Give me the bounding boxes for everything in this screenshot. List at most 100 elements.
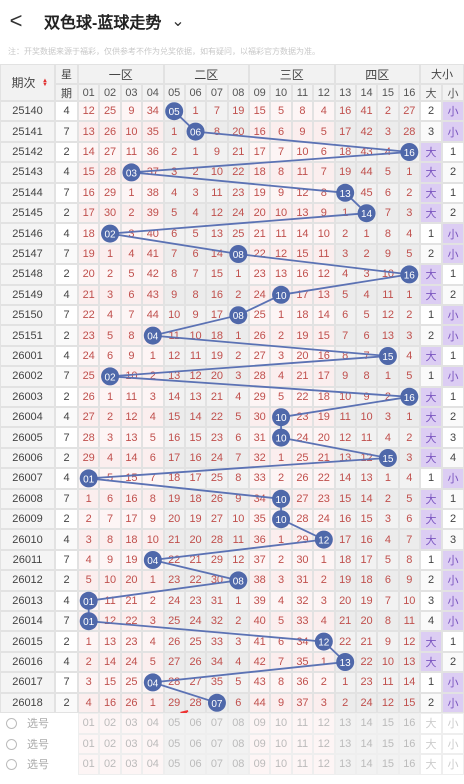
select-number[interactable]: 08 [227, 733, 249, 755]
big-cell: 2 [420, 570, 442, 591]
select-radio[interactable] [6, 759, 17, 771]
select-small[interactable]: 小 [442, 733, 464, 755]
miss-cell: 28 [99, 162, 121, 183]
select-number[interactable]: 10 [270, 754, 292, 775]
miss-cell: 16 [78, 182, 100, 203]
select-number[interactable]: 09 [249, 754, 271, 775]
miss-cell: 42 [249, 651, 271, 673]
select-number[interactable]: 05 [163, 733, 185, 755]
select-number[interactable]: 02 [99, 733, 121, 755]
select-number[interactable]: 12 [313, 733, 335, 755]
select-number[interactable]: 06 [184, 713, 207, 734]
select-number[interactable]: 01 [78, 713, 100, 734]
select-number[interactable]: 08 [227, 754, 249, 775]
select-number[interactable]: 11 [291, 713, 314, 734]
select-number[interactable]: 05 [163, 754, 185, 775]
miss-cell: 12 [377, 305, 399, 326]
select-number[interactable]: 16 [398, 733, 420, 755]
select-radio[interactable] [6, 718, 17, 729]
select-number[interactable]: 04 [142, 733, 164, 755]
select-number[interactable]: 07 [206, 733, 228, 755]
select-number[interactable]: 08 [227, 713, 249, 734]
miss-cell: 1 [398, 162, 420, 183]
select-number[interactable]: 01 [78, 754, 100, 775]
miss-cell: 12 [313, 264, 335, 285]
miss-cell: 32 [249, 447, 271, 469]
select-number[interactable]: 04 [142, 754, 164, 775]
select-number[interactable]: 12 [313, 754, 335, 775]
select-number[interactable]: 13 [334, 713, 356, 734]
miss-cell: 1 [227, 325, 249, 346]
select-number[interactable]: 05 [163, 713, 185, 734]
miss-cell: 33 [291, 611, 314, 632]
select-small[interactable]: 小 [442, 713, 464, 734]
select-number[interactable]: 03 [120, 713, 143, 734]
issue-cell: 25148 [0, 264, 55, 285]
select-big[interactable]: 大 [420, 713, 442, 734]
miss-cell: 24 [355, 692, 378, 713]
select-number[interactable]: 09 [249, 733, 271, 755]
select-number[interactable]: 03 [120, 733, 143, 755]
select-number[interactable]: 10 [270, 713, 292, 734]
day-cell: 7 [55, 611, 78, 632]
select-number[interactable]: 14 [355, 733, 378, 755]
select-number[interactable]: 07 [206, 713, 228, 734]
miss-cell: 18 [355, 570, 378, 591]
title-dropdown[interactable]: ⌄ [171, 13, 185, 30]
select-number[interactable]: 14 [355, 754, 378, 775]
ball [272, 428, 291, 447]
select-number[interactable]: 03 [120, 754, 143, 775]
select-number[interactable]: 12 [313, 713, 335, 734]
miss-cell: 1 [184, 101, 207, 122]
select-number[interactable]: 09 [249, 713, 271, 734]
select-number[interactable]: 13 [334, 754, 356, 775]
select-number[interactable]: 13 [334, 733, 356, 755]
select-number[interactable]: 15 [377, 754, 399, 775]
select-number[interactable]: 16 [398, 713, 420, 734]
ball [229, 571, 248, 590]
miss-cell: 21 [334, 611, 356, 632]
select-number[interactable]: 16 [398, 754, 420, 775]
day-cell: 7 [55, 305, 78, 326]
miss-cell: 26 [291, 468, 314, 489]
sort-icon[interactable]: ▲▼ [42, 78, 48, 86]
select-number[interactable]: 14 [355, 713, 378, 734]
select-number[interactable]: 06 [184, 754, 207, 775]
miss-cell: 1 [163, 121, 185, 142]
miss-cell: 19 [355, 590, 378, 611]
miss-cell: 2 [313, 570, 335, 591]
miss-cell: 17 [206, 305, 228, 326]
select-number[interactable]: 07 [206, 754, 228, 775]
select-number[interactable]: 15 [377, 733, 399, 755]
miss-cell: 37 [291, 692, 314, 713]
back-button[interactable]: < [9, 8, 23, 33]
select-number[interactable]: 10 [270, 733, 292, 755]
select-number[interactable]: 06 [184, 733, 207, 755]
small-cell: 1 [442, 264, 464, 285]
select-number[interactable]: 11 [291, 733, 314, 755]
select-radio[interactable] [6, 738, 17, 750]
select-big[interactable]: 大 [420, 754, 442, 775]
miss-cell: 1 [398, 284, 420, 305]
miss-cell: 41 [142, 243, 164, 265]
select-small[interactable]: 小 [442, 754, 464, 775]
miss-cell: 11 [291, 162, 314, 183]
select-number[interactable]: 02 [99, 754, 121, 775]
select-big[interactable]: 大 [420, 733, 442, 755]
day-cell: 7 [55, 366, 78, 387]
ball [314, 530, 333, 549]
select-number[interactable]: 02 [99, 713, 121, 734]
miss-cell: 10 [99, 570, 121, 591]
select-number[interactable]: 11 [291, 754, 314, 775]
ball [79, 612, 98, 631]
miss-cell: 4 [227, 386, 249, 407]
miss-cell: 1 [313, 549, 335, 571]
miss-cell: 1 [334, 672, 356, 693]
miss-cell: 19 [120, 549, 143, 571]
select-number[interactable]: 01 [78, 733, 100, 755]
miss-cell: 11 [377, 672, 399, 693]
miss-cell: 13 [78, 121, 100, 142]
select-number[interactable]: 15 [377, 713, 399, 734]
select-number[interactable]: 04 [142, 713, 164, 734]
trend-line [87, 110, 410, 704]
